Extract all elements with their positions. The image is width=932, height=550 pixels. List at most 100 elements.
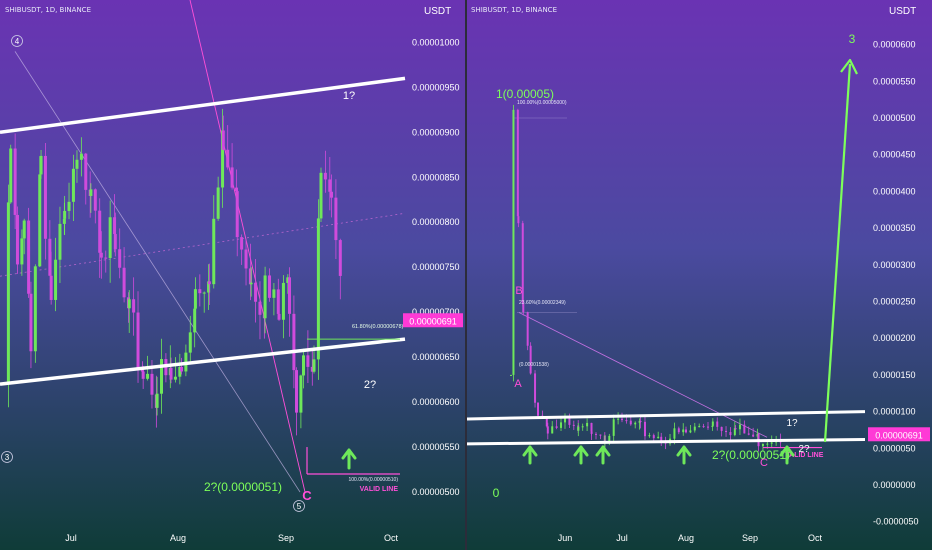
- candle-body: [20, 238, 24, 265]
- candle-body: [617, 418, 620, 420]
- candle-body: [193, 308, 197, 333]
- fib-100-label: 100.00%(0.00000510): [349, 477, 399, 483]
- candle-body: [22, 220, 26, 239]
- chart-background: [0, 0, 465, 550]
- target-2-label: 2?: [798, 444, 810, 455]
- candle-body: [159, 359, 163, 394]
- y-tick-label: 0.0000400: [873, 186, 916, 196]
- candle-body: [761, 443, 764, 447]
- y-tick-label: 0.00000850: [412, 172, 460, 182]
- candle-body: [599, 434, 602, 436]
- median-dotted-line: [0, 212, 406, 277]
- target-2-value-label: 2?(0.0000051): [204, 480, 282, 494]
- upper-channel-line: [0, 76, 406, 135]
- candle-body: [75, 159, 79, 169]
- wave-number-circle: [11, 35, 23, 47]
- candle-body: [276, 289, 280, 314]
- candle-body: [108, 217, 112, 258]
- wave-number-circle: [1, 451, 13, 463]
- candle-body: [43, 155, 47, 239]
- candle-body: [564, 418, 566, 423]
- candle-body: [328, 179, 332, 192]
- candle-body: [555, 426, 558, 428]
- x-tick-label: Aug: [678, 533, 694, 543]
- candle-body: [521, 223, 524, 304]
- wave-a-label: A: [514, 378, 522, 390]
- y-tick-label: 0.0000550: [873, 76, 916, 86]
- candle-body: [155, 393, 159, 408]
- y-tick-label: -0.0000050: [873, 517, 919, 527]
- candle-body: [685, 429, 687, 433]
- candle-body: [202, 292, 206, 294]
- y-tick-label: 0.0000500: [873, 113, 916, 123]
- candle-body: [529, 345, 532, 374]
- candle-body: [277, 313, 281, 320]
- candle-body: [657, 436, 660, 439]
- candle-body: [581, 426, 584, 428]
- candle-body: [113, 234, 117, 250]
- candle-body: [150, 373, 154, 395]
- up-arrow-icon: [341, 448, 357, 470]
- right-chart-panel[interactable]: VALID LINE 100.00%(0.00005000) 23.60%(0.00…: [467, 0, 932, 550]
- candle-body: [545, 418, 548, 427]
- candle-body: [693, 426, 696, 431]
- candle-body: [244, 249, 248, 269]
- right-symbol-label: SHIBUSDT, 1D, BINANCE: [471, 6, 557, 14]
- candle-body: [221, 130, 225, 188]
- up-arrow-icon: [573, 445, 589, 465]
- candle-body: [577, 426, 580, 431]
- target-1-label: 1?: [343, 90, 355, 102]
- right-chart-svg[interactable]: VALID LINE 100.00%(0.00005000) 23.60%(0.00…: [467, 0, 932, 550]
- candle-body: [334, 197, 338, 241]
- left-chart-panel[interactable]: VALID LINE 100.00%(0.00000510) 61.80%(0.00…: [0, 0, 465, 550]
- candle-body: [104, 257, 108, 259]
- candle-body: [534, 373, 537, 403]
- panel-divider[interactable]: [465, 0, 467, 550]
- y-tick-label: 0.0000200: [873, 333, 916, 343]
- candle-body: [79, 153, 83, 160]
- chart-background: [467, 0, 932, 550]
- candle-body: [720, 426, 723, 431]
- candle-body: [512, 109, 515, 375]
- candle-body: [216, 187, 220, 219]
- candle-body: [249, 282, 253, 285]
- candle-body: [299, 375, 303, 413]
- candle-body: [707, 426, 709, 428]
- candle-body: [621, 418, 623, 421]
- candle-body: [13, 148, 17, 215]
- left-chart-svg[interactable]: VALID LINE 100.00%(0.00000510) 61.80%(0.00…: [0, 0, 465, 550]
- fib-diagonal-line: [518, 312, 768, 438]
- wave-1-label: 1(0.00005): [496, 87, 554, 101]
- candle-body: [747, 433, 750, 435]
- x-tick-label: Sep: [278, 533, 294, 543]
- valid-line-label: VALID LINE: [360, 486, 399, 493]
- candle-body: [319, 172, 323, 219]
- candle-body: [312, 359, 316, 372]
- candle-body: [281, 282, 285, 320]
- candle-body: [226, 149, 230, 168]
- y-tick-label: 0.00000800: [412, 217, 460, 227]
- candle-body: [660, 436, 663, 443]
- x-tick-label: Jun: [558, 533, 573, 543]
- candle-body: [48, 238, 52, 276]
- candle-body: [733, 428, 736, 436]
- projection-arrow-icon: [840, 58, 858, 75]
- target-1-label: 1?: [786, 418, 798, 429]
- y-tick-label: 0.0000000: [873, 480, 916, 490]
- valid-line-label: VALID LINE: [785, 452, 824, 459]
- candle-body: [240, 237, 244, 250]
- lower-channel-line: [467, 437, 866, 446]
- candle-body: [546, 426, 549, 434]
- candle-body: [770, 442, 773, 444]
- candle-body: [711, 421, 714, 426]
- upper-channel-line: [467, 410, 866, 421]
- candle-body: [58, 223, 62, 260]
- candle-body: [6, 202, 10, 385]
- wave-number-label: 4: [15, 37, 20, 46]
- candle-body: [725, 430, 728, 433]
- candle-body: [140, 369, 144, 372]
- candle-body: [673, 428, 676, 439]
- candle-body: [516, 109, 519, 217]
- candle-body: [15, 214, 19, 265]
